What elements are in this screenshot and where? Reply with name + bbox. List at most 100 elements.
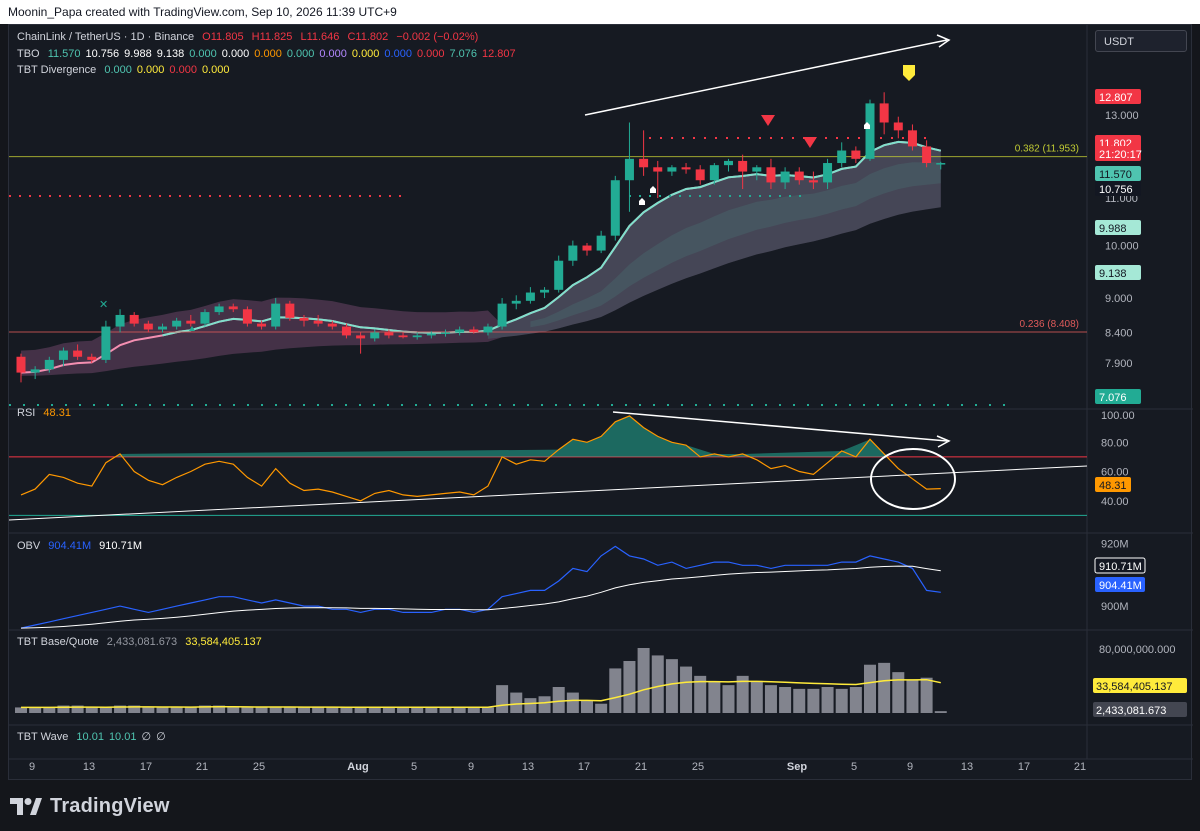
volume-bar (694, 675, 707, 713)
price-badge-bg (1095, 265, 1141, 280)
buy-marker (189, 326, 195, 331)
tbo-legend[interactable]: TBO 11.570 10.756 9.988 9.138 0.000 0.000 0.00… (17, 48, 521, 60)
volume-bar (283, 707, 296, 713)
tbt-divergence-legend[interactable]: TBT Divergence 0.000 0.000 0.000 0.000 (17, 64, 234, 76)
tbt-div-value: 0.000 (136, 64, 165, 76)
obv-badge-bg (1094, 557, 1146, 574)
volume-bar (566, 692, 579, 713)
candles (16, 92, 946, 383)
volume-bar (57, 705, 70, 713)
volume-bar (764, 685, 777, 713)
candle-body (907, 130, 917, 147)
candle-body (186, 320, 196, 324)
rsi-tick: 60.00 (1101, 467, 1129, 479)
price-badge: 9.138 (1099, 268, 1127, 280)
volume-bar (665, 659, 678, 713)
candle-body (327, 323, 337, 327)
rsi-divergence-arrow (612, 411, 948, 442)
time-tick: 9 (29, 761, 35, 773)
obv-legend[interactable]: OBV 904.41M 910.71M (17, 540, 147, 552)
candle-body (129, 314, 139, 324)
bq-value-2: 33,584,405.137 (185, 636, 262, 648)
tbt-wave-legend[interactable]: TBT Wave 10.01 10.01 ∅ ∅ (17, 730, 171, 743)
volume-bar (680, 666, 693, 713)
time-tick: 17 (578, 761, 590, 773)
rsi-line (20, 415, 941, 502)
volume-bar (934, 711, 947, 713)
ohlc-close: C11.802 (347, 31, 389, 43)
volume-bar (722, 685, 735, 713)
tbo-cloud-inner (530, 162, 941, 328)
obv-badge-bg (1095, 577, 1145, 592)
time-tick: 13 (961, 761, 973, 773)
candle-body (709, 165, 719, 181)
volume-bar (453, 707, 466, 713)
volume-bar (326, 707, 339, 713)
volume-bar (128, 705, 141, 713)
tbo-value: 12.807 (482, 48, 516, 60)
volume-bar (269, 707, 282, 713)
candle-body (794, 171, 804, 181)
candle-body (483, 326, 493, 333)
obv-badge: 910.71M (1099, 561, 1142, 573)
volume-bar (29, 707, 42, 713)
volume-bar (227, 707, 240, 713)
candle-body (58, 350, 68, 360)
tbt-div-value: 0.000 (104, 64, 132, 76)
candle-body (808, 180, 818, 183)
time-tick: 9 (907, 761, 913, 773)
price-tick: 8.400 (1105, 327, 1133, 339)
obv-value-1: 904.41M (48, 540, 92, 552)
wave-value: 10.01 (108, 731, 137, 743)
volume-bar (793, 688, 806, 713)
volume-bar (43, 707, 56, 713)
basequote-pane (15, 648, 947, 713)
volume-bar (538, 696, 551, 713)
rsi-tick: 40.00 (1101, 496, 1129, 508)
volume-bar (496, 685, 509, 713)
candle-body (271, 303, 281, 327)
candle-body (200, 312, 210, 324)
volume-bar (170, 707, 183, 713)
grid-lines (9, 25, 1193, 760)
basequote-legend[interactable]: TBT Base/Quote 2,433,081.673 33,584,405.… (17, 636, 267, 648)
candle-body (752, 167, 762, 172)
time-tick: 17 (1018, 761, 1030, 773)
volume-bar (382, 707, 395, 713)
currency-selector[interactable]: USDT (1095, 30, 1187, 52)
sell-triangle-marker (803, 137, 817, 148)
volume-bar (312, 707, 325, 713)
chart-frame[interactable]: 0.382 (11.953)0.236 (8.408) ✕ 13.00012.0… (8, 24, 1193, 781)
volume-bar (85, 707, 98, 713)
rsi-legend[interactable]: RSI 48.31 (17, 407, 76, 419)
candle-body (554, 260, 564, 290)
chart-canvas[interactable]: 0.382 (11.953)0.236 (8.408) ✕ 13.00012.0… (9, 25, 1193, 781)
candle-body (370, 332, 380, 339)
obv-pane (20, 545, 941, 629)
footer (0, 780, 1200, 831)
time-tick: 9 (468, 761, 474, 773)
volume-bar (397, 707, 410, 713)
fib-levels: 0.382 (11.953) 0.236 (8.408) (9, 137, 1087, 406)
candle-body (426, 333, 436, 336)
candle-body (525, 292, 535, 301)
tbo-value: 10.756 (85, 48, 120, 60)
time-tick: 5 (851, 761, 857, 773)
tbo-value: 0.000 (351, 48, 380, 60)
candle-body (582, 245, 592, 251)
tradingview-icon (10, 797, 42, 815)
candle-body (724, 160, 733, 166)
time-tick: 21 (1074, 761, 1086, 773)
volume-bar (920, 677, 933, 713)
volume-bar (878, 662, 891, 713)
candle-body (313, 320, 323, 324)
candle-body (681, 167, 691, 170)
candle-body (695, 169, 705, 181)
candle-body (158, 326, 167, 330)
candle-body (143, 323, 153, 330)
candle-body (922, 146, 932, 164)
volume-bar (340, 707, 353, 713)
obv-ma-line (20, 565, 941, 629)
bq-badge-bg (1093, 702, 1187, 717)
candle-body (624, 158, 634, 181)
